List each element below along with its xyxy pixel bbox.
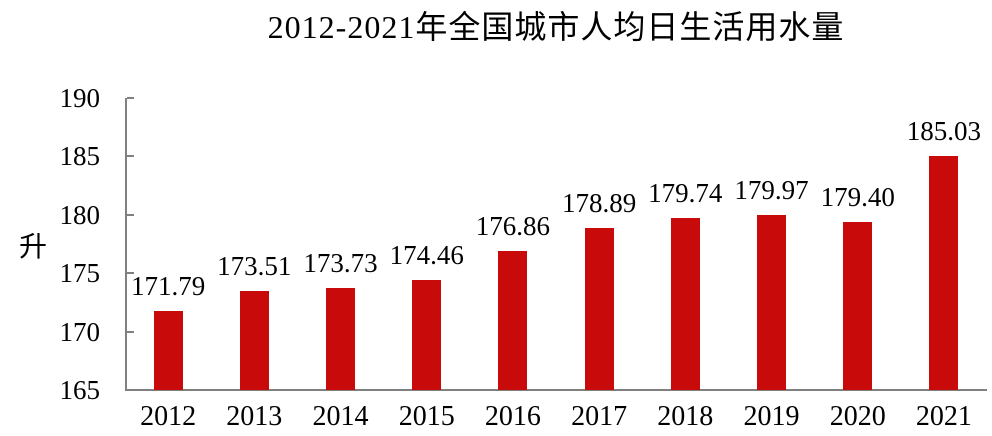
y-tick-label: 180: [59, 199, 101, 230]
bar-value-label: 185.03: [906, 116, 982, 147]
bar: [929, 156, 959, 390]
x-tick-label: 2014: [312, 401, 369, 432]
y-tick: [127, 330, 134, 333]
y-tick: [127, 213, 134, 216]
y-tick-label: 170: [59, 316, 101, 347]
x-tick-label: 2020: [829, 401, 886, 432]
y-tick: [127, 272, 134, 275]
x-tick-label: 2017: [571, 401, 628, 432]
chart-title: 2012-2021年全国城市人均日生活用水量: [267, 9, 845, 45]
y-tick-label: 185: [59, 141, 101, 172]
bar: [843, 221, 873, 390]
bar-value-label: 173.51: [217, 250, 292, 281]
bar: [412, 279, 442, 390]
bar-value-label: 176.86: [475, 211, 551, 242]
x-tick-label: 2015: [398, 401, 455, 432]
x-axis-line: [125, 389, 987, 391]
bar: [153, 310, 183, 390]
bar-value-label: 179.40: [820, 181, 895, 212]
bar-value-label: 173.73: [303, 248, 378, 279]
bar: [498, 251, 528, 390]
x-tick-label: 2019: [743, 401, 800, 432]
bar: [757, 215, 786, 390]
bar-value-label: 178.89: [561, 187, 637, 218]
y-tick: [127, 97, 134, 99]
x-tick-label: 2013: [226, 401, 283, 432]
bar: [239, 290, 269, 390]
y-axis-line: [125, 98, 127, 391]
y-axis-title: 升: [18, 232, 47, 263]
bar: [584, 227, 614, 390]
x-tick-label: 2018: [657, 401, 714, 432]
bar-value-label: 174.46: [389, 239, 464, 270]
x-tick-label: 2016: [484, 401, 541, 432]
bar-value-label: 179.97: [734, 175, 809, 206]
bar: [670, 217, 700, 390]
bar-value-label: 179.74: [648, 177, 723, 208]
bar-value-label: 171.79: [130, 270, 206, 301]
x-tick-label: 2012: [140, 401, 197, 432]
y-tick-label: 175: [59, 258, 101, 289]
bar: [326, 288, 355, 390]
x-tick-label: 2021: [915, 401, 972, 432]
y-tick-label: 190: [59, 83, 101, 113]
y-tick-label: 165: [59, 375, 101, 405]
y-tick: [127, 155, 134, 158]
